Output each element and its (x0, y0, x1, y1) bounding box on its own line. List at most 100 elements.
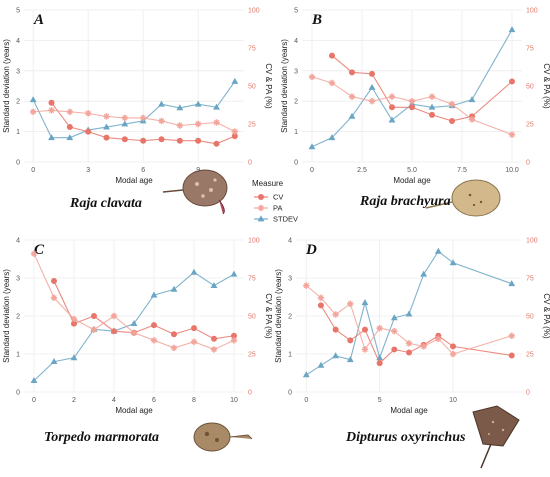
point-cv (91, 313, 97, 319)
point-pa-d2 (91, 326, 97, 333)
point-pa-d2 (376, 325, 383, 331)
y-tick-label: 2 (288, 314, 292, 321)
y-right-tick-label: 0 (526, 390, 530, 397)
legend: Measure CV PA STDEV (252, 179, 298, 224)
y-right-tick-label: 50 (526, 84, 534, 91)
point-cv (317, 302, 324, 309)
point-pa (176, 122, 184, 129)
point-pa-d2 (469, 116, 475, 123)
point-cv (71, 320, 77, 327)
species-label-b: Raja brachyura (359, 194, 451, 209)
series-line-stdev (32, 81, 236, 139)
y-tick-label: 3 (16, 276, 20, 283)
point-cv (111, 328, 117, 335)
point-pa (110, 312, 118, 320)
point-stdev (346, 356, 354, 363)
point-pa (508, 332, 515, 339)
point-pa (448, 101, 456, 108)
point-pa (361, 346, 369, 353)
y-tick-label: 3 (16, 68, 20, 75)
species-label-d: Dipturus oxyrinchus (345, 430, 466, 445)
point-cv (409, 104, 415, 111)
point-pa-d2 (158, 118, 165, 124)
plot-area (24, 10, 244, 162)
x-tick-label: 6 (141, 167, 145, 174)
y-tick-label: 2 (16, 99, 20, 106)
point-stdev (130, 320, 138, 326)
y-right-tick-label: 0 (248, 160, 252, 167)
point-stdev (194, 100, 202, 107)
point-pa (103, 113, 110, 120)
series-line-pa (311, 76, 513, 136)
y-tick-label: 2 (294, 99, 298, 106)
point-pa (231, 128, 239, 135)
point-pa-d2 (509, 131, 515, 138)
legend-key-cv (258, 194, 264, 200)
y-right-axis-label: CV & PA (%) (264, 293, 273, 339)
point-stdev (190, 268, 198, 275)
point-cv (376, 360, 383, 367)
point-cv (406, 349, 412, 356)
point-pa-d2 (111, 313, 117, 319)
point-cv (151, 322, 157, 329)
point-pa-d2 (429, 93, 435, 100)
point-pa (391, 328, 398, 335)
point-stdev (420, 270, 428, 277)
point-cv (103, 134, 110, 141)
point-stdev (390, 314, 398, 321)
point-pa (50, 294, 58, 301)
point-pa (213, 119, 220, 126)
point-cv (361, 326, 368, 333)
legend-label-stdev: STDEV (273, 215, 298, 224)
point-pa-d2 (329, 80, 335, 86)
point-stdev (308, 143, 316, 150)
point-pa-d2 (31, 250, 37, 257)
point-pa (90, 326, 98, 333)
point-pa (308, 73, 316, 81)
point-pa (66, 108, 74, 116)
y-right-tick-label: 25 (526, 352, 534, 359)
point-stdev (150, 291, 158, 298)
point-cv (48, 99, 55, 106)
point-cv (450, 343, 457, 350)
legend-key-stdev (257, 215, 265, 222)
point-pa (388, 93, 396, 100)
y-tick-label: 1 (16, 352, 20, 359)
point-pa (48, 107, 55, 114)
point-cv (231, 332, 237, 339)
x-tick-label: 10 (449, 397, 457, 404)
y-axis-label: Standard deviation (years) (280, 39, 289, 133)
point-pa-d2 (177, 122, 183, 129)
panel-letter: C (34, 242, 45, 258)
point-pa-d2 (450, 351, 456, 357)
x-tick-label: 7.5 (457, 167, 467, 174)
series-line-stdev (311, 29, 513, 148)
point-stdev (121, 120, 129, 127)
point-pa-d2 (420, 343, 427, 350)
y-tick-label: 0 (16, 390, 20, 397)
point-stdev (361, 299, 369, 306)
y-tick-label: 4 (16, 238, 20, 245)
point-cv (391, 346, 398, 353)
y-tick-label: 4 (16, 38, 20, 45)
y-tick-label: 1 (16, 129, 20, 136)
point-pa-d2 (122, 115, 128, 121)
point-pa-d2 (48, 107, 55, 114)
panel-C: 0 1 2 3 4 0 25 50 75 100 0 2 4 6 8 10 Modal age Standard … (2, 238, 273, 416)
y-tick-label: 5 (16, 8, 20, 15)
point-stdev (176, 104, 184, 111)
point-pa-d2 (303, 282, 309, 289)
y-right-tick-label: 75 (526, 46, 534, 53)
point-cv (66, 124, 73, 131)
panel-letter: A (33, 12, 44, 28)
x-axis-label: Modal age (115, 176, 153, 185)
point-stdev (428, 103, 436, 110)
point-cv (176, 137, 183, 144)
point-pa-d2 (349, 93, 355, 100)
point-pa (368, 98, 376, 105)
point-stdev (449, 259, 457, 266)
point-pa-d2 (509, 333, 515, 339)
y-tick-label: 1 (294, 129, 298, 136)
point-cv (347, 337, 354, 344)
point-cv (332, 326, 339, 333)
